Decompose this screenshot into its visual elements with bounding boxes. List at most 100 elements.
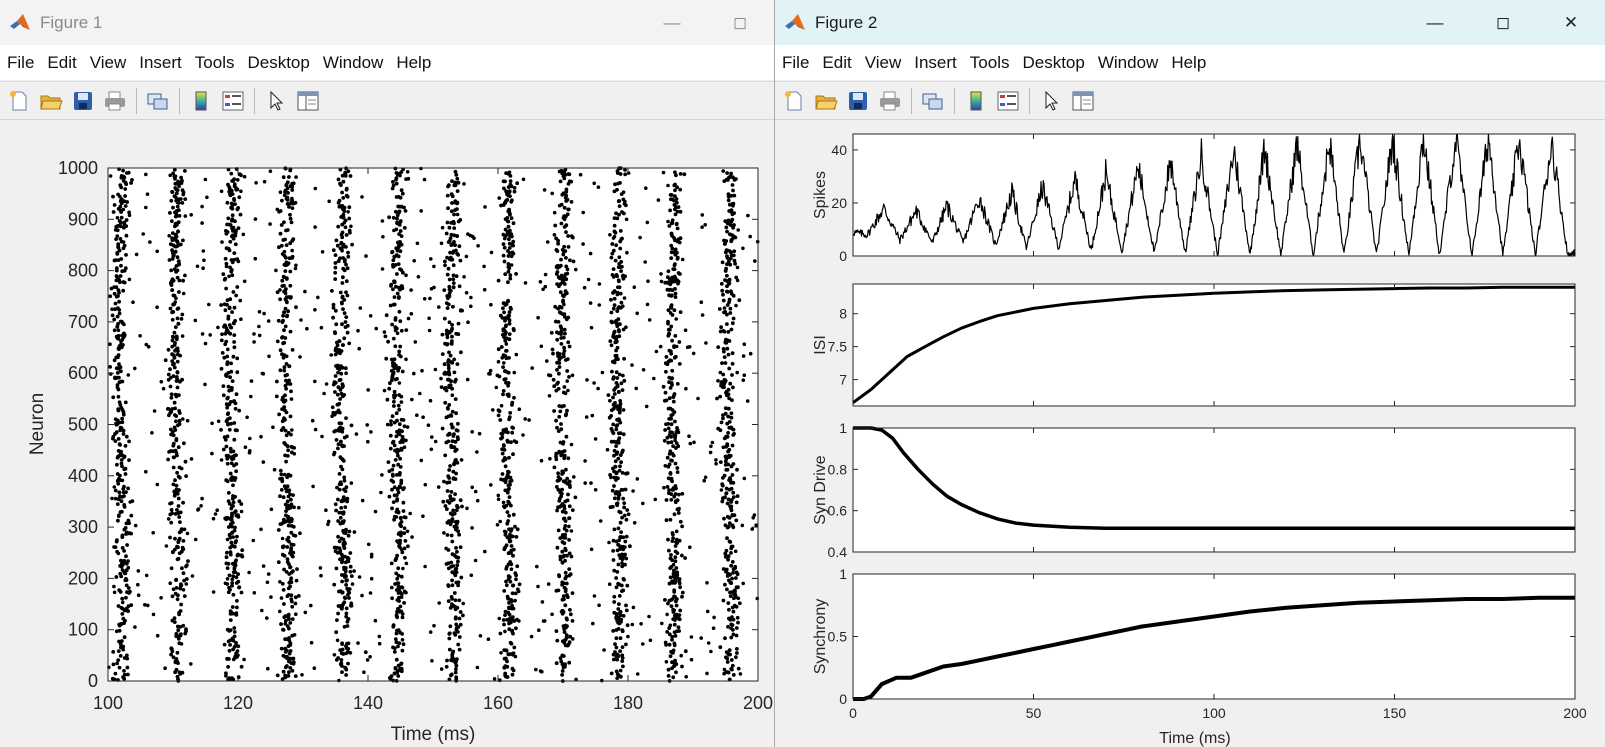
spike-dot	[635, 672, 640, 676]
spike-dot	[397, 393, 402, 397]
menu-tools[interactable]: Tools	[194, 52, 235, 72]
spike-dot	[176, 504, 181, 508]
new-figure-icon[interactable]	[780, 87, 808, 115]
menu-view[interactable]: View	[89, 52, 127, 72]
spike-dot	[510, 400, 515, 405]
spike-dot	[133, 523, 138, 528]
spike-dot	[342, 546, 347, 550]
legend-icon[interactable]	[994, 87, 1022, 115]
spike-dot	[674, 603, 679, 608]
spike-dot	[456, 583, 460, 588]
menu-file[interactable]: File	[7, 52, 35, 72]
close-icon[interactable]: ✕	[1563, 12, 1579, 32]
spike-dot	[231, 657, 236, 662]
spike-dot	[287, 205, 291, 209]
spike-dot	[502, 236, 507, 241]
print-icon[interactable]	[101, 87, 129, 115]
new-figure-icon[interactable]	[5, 87, 33, 115]
spike-dot	[499, 477, 503, 482]
spike-dot	[613, 182, 617, 187]
menu-desktop[interactable]: Desktop	[1022, 52, 1085, 72]
spike-dot	[506, 577, 511, 581]
spike-dot	[227, 189, 231, 194]
print-icon[interactable]	[876, 87, 904, 115]
spike-dot	[721, 372, 726, 377]
menu-desktop[interactable]: Desktop	[247, 52, 310, 72]
save-icon[interactable]	[844, 87, 872, 115]
spike-dot	[288, 212, 292, 217]
spike-dot	[447, 636, 452, 641]
spike-dot	[283, 618, 288, 623]
link-plot-icon[interactable]	[144, 87, 172, 115]
raster-plot[interactable]: 100 120 140 160 180 200 010020030040050060070…	[0, 118, 774, 747]
spike-dot	[725, 660, 730, 664]
spike-dot	[290, 668, 295, 673]
spike-dot	[614, 490, 619, 494]
figure-2-titlebar[interactable]: Figure 2 — ◻ ✕	[775, 0, 1605, 45]
maximize-icon[interactable]: ◻	[1495, 12, 1511, 32]
open-file-icon[interactable]	[37, 87, 65, 115]
spike-dot	[175, 370, 180, 375]
spike-dot	[622, 513, 627, 518]
spike-dot	[503, 457, 508, 462]
menu-file[interactable]: File	[782, 52, 810, 72]
menu-edit[interactable]: Edit	[47, 52, 77, 72]
menu-help[interactable]: Help	[1171, 52, 1207, 72]
spike-dot	[122, 621, 126, 625]
colorbar-icon[interactable]	[962, 87, 990, 115]
spike-dot	[458, 545, 463, 550]
spike-dot	[369, 576, 374, 581]
spike-dot	[289, 530, 294, 535]
spike-dot	[510, 425, 515, 430]
spike-dot	[730, 398, 734, 402]
save-icon[interactable]	[69, 87, 97, 115]
open-file-icon[interactable]	[812, 87, 840, 115]
edit-plot-icon[interactable]	[262, 87, 290, 115]
menu-window[interactable]: Window	[1097, 52, 1159, 72]
spike-dot	[671, 267, 675, 271]
menu-view[interactable]: View	[864, 52, 902, 72]
spike-dot	[409, 312, 414, 316]
spike-dot	[677, 340, 682, 344]
spike-dot	[428, 630, 433, 634]
spike-dot	[729, 498, 734, 502]
x-tick-label: 50	[1026, 705, 1042, 721]
spike-dot	[675, 570, 680, 575]
edit-plot-icon[interactable]	[1037, 87, 1065, 115]
spike-dot	[287, 562, 291, 567]
menu-insert[interactable]: Insert	[914, 52, 957, 72]
minimize-icon[interactable]: —	[1426, 12, 1444, 32]
spike-dot	[567, 551, 572, 556]
menu-help[interactable]: Help	[396, 52, 432, 72]
legend-icon[interactable]	[219, 87, 247, 115]
spike-dot	[347, 205, 352, 210]
spike-dot	[566, 234, 570, 238]
summary-plots-area: 0 20 40 Spikes 7 7.5 8 ISI 0.4 0.6 0.8 1 Syn Drive…	[775, 118, 1605, 747]
spike-dot	[404, 438, 408, 443]
spike-dot	[446, 206, 450, 211]
y-tick-label: 0	[839, 691, 847, 707]
spike-dot	[313, 186, 318, 191]
spike-dot	[666, 674, 671, 678]
link-plot-icon[interactable]	[919, 87, 947, 115]
spike-dot	[735, 467, 739, 472]
menu-insert[interactable]: Insert	[139, 52, 182, 72]
figure-1-titlebar[interactable]: Figure 1 — ◻	[0, 0, 774, 45]
spike-dot	[496, 493, 501, 498]
spike-dot	[175, 470, 180, 475]
menu-tools[interactable]: Tools	[969, 52, 1010, 72]
property-inspector-icon[interactable]	[294, 87, 322, 115]
maximize-icon[interactable]: ◻	[732, 12, 748, 32]
spike-dot	[279, 596, 284, 600]
spike-dot	[396, 663, 401, 668]
menu-bar: File Edit View Insert Tools Desktop Wind…	[775, 45, 1605, 115]
menu-window[interactable]: Window	[322, 52, 384, 72]
spike-dot	[591, 621, 595, 626]
spike-dot	[612, 439, 617, 444]
property-inspector-icon[interactable]	[1069, 87, 1097, 115]
menu-edit[interactable]: Edit	[822, 52, 852, 72]
minimize-icon[interactable]: —	[663, 12, 681, 32]
colorbar-icon[interactable]	[187, 87, 215, 115]
spike-dot	[390, 585, 394, 590]
